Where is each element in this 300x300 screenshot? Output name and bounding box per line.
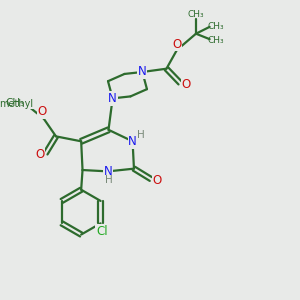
Text: H: H bbox=[106, 175, 113, 185]
Text: N: N bbox=[103, 165, 112, 178]
Text: Cl: Cl bbox=[96, 224, 108, 238]
Text: N: N bbox=[128, 135, 137, 148]
Text: N: N bbox=[108, 92, 117, 105]
Text: CH₃: CH₃ bbox=[5, 98, 25, 108]
Text: H: H bbox=[137, 130, 145, 140]
Text: O: O bbox=[172, 38, 182, 51]
Text: O: O bbox=[35, 148, 44, 161]
Text: methyl: methyl bbox=[0, 99, 33, 109]
Text: CH₃: CH₃ bbox=[207, 22, 224, 31]
Text: CH₃: CH₃ bbox=[207, 36, 224, 45]
Text: O: O bbox=[152, 174, 162, 187]
Text: O: O bbox=[182, 78, 191, 91]
Text: O: O bbox=[38, 105, 47, 118]
Text: N: N bbox=[138, 65, 147, 79]
Text: CH₃: CH₃ bbox=[188, 10, 204, 19]
